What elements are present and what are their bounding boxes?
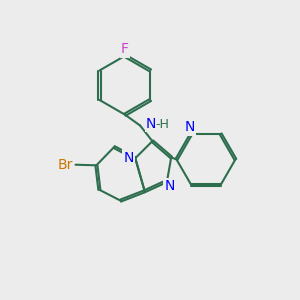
Text: -H: -H xyxy=(155,118,169,131)
Text: N: N xyxy=(165,179,175,193)
Text: F: F xyxy=(121,42,129,56)
Text: Br: Br xyxy=(58,158,73,172)
Text: N: N xyxy=(124,151,134,165)
Text: N: N xyxy=(184,120,195,134)
Text: N: N xyxy=(146,117,156,131)
